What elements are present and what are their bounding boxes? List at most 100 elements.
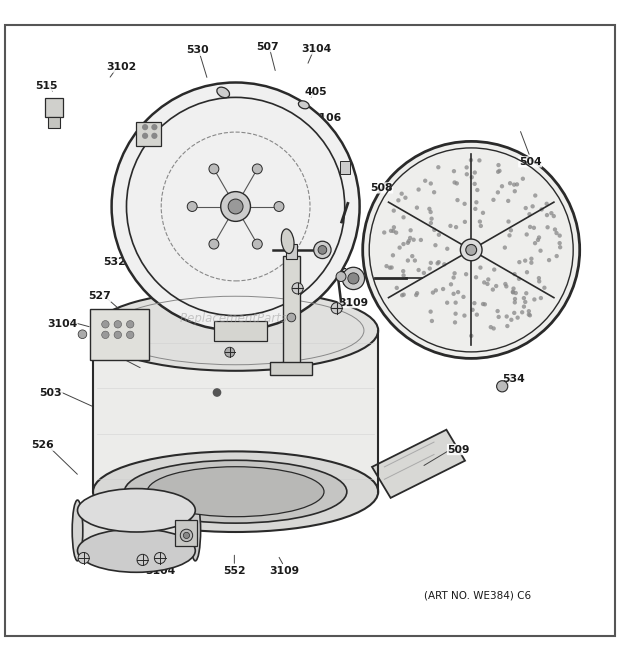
Circle shape [428, 221, 433, 225]
Ellipse shape [72, 500, 83, 561]
Circle shape [453, 311, 458, 316]
Circle shape [384, 264, 389, 268]
Circle shape [495, 309, 500, 313]
Ellipse shape [147, 467, 324, 517]
Circle shape [503, 282, 508, 286]
Circle shape [405, 258, 410, 262]
Circle shape [336, 272, 346, 282]
Circle shape [525, 232, 529, 237]
Circle shape [471, 307, 475, 312]
Circle shape [545, 213, 549, 217]
Circle shape [544, 202, 549, 206]
Text: 3109: 3109 [269, 566, 299, 576]
Circle shape [432, 228, 436, 232]
Circle shape [213, 388, 221, 397]
Circle shape [442, 262, 446, 266]
Text: 509: 509 [448, 445, 470, 455]
Circle shape [512, 311, 516, 315]
Circle shape [392, 225, 396, 229]
Circle shape [430, 319, 434, 323]
Circle shape [537, 235, 541, 240]
Text: 527: 527 [88, 292, 110, 301]
Circle shape [433, 243, 438, 247]
Bar [283, 256, 300, 368]
Circle shape [445, 247, 450, 251]
Circle shape [432, 190, 436, 194]
Bar [48, 116, 60, 128]
Circle shape [400, 293, 404, 297]
Circle shape [513, 189, 517, 194]
Circle shape [151, 133, 157, 139]
Circle shape [505, 324, 510, 329]
Circle shape [539, 208, 544, 212]
Text: 3106: 3106 [312, 114, 342, 124]
Text: 530: 530 [339, 268, 361, 278]
Ellipse shape [93, 290, 378, 371]
Ellipse shape [281, 229, 294, 254]
Text: 3104: 3104 [47, 319, 77, 329]
Circle shape [408, 236, 412, 240]
Circle shape [481, 211, 485, 215]
Circle shape [187, 202, 197, 212]
Circle shape [314, 241, 331, 258]
Circle shape [558, 245, 562, 249]
Circle shape [513, 297, 517, 301]
Circle shape [410, 254, 414, 258]
Circle shape [483, 302, 487, 307]
Circle shape [473, 207, 477, 211]
Circle shape [536, 238, 540, 242]
Circle shape [522, 305, 526, 309]
Circle shape [430, 217, 434, 221]
Circle shape [382, 230, 386, 235]
Circle shape [423, 178, 427, 183]
Circle shape [537, 276, 541, 280]
Circle shape [492, 268, 497, 272]
Circle shape [532, 225, 536, 230]
Circle shape [500, 184, 504, 188]
Circle shape [252, 164, 262, 174]
Circle shape [412, 237, 416, 242]
Polygon shape [78, 504, 195, 544]
Ellipse shape [78, 529, 195, 572]
Circle shape [399, 192, 404, 196]
Circle shape [427, 207, 432, 211]
Circle shape [452, 169, 456, 173]
Text: 502: 502 [89, 347, 112, 357]
Circle shape [538, 249, 542, 253]
Circle shape [433, 288, 438, 293]
Circle shape [469, 158, 473, 162]
Circle shape [512, 286, 516, 291]
Ellipse shape [298, 101, 309, 109]
Circle shape [342, 267, 365, 290]
Circle shape [539, 296, 543, 300]
Circle shape [481, 302, 485, 306]
Circle shape [475, 188, 479, 192]
Circle shape [464, 165, 469, 170]
Circle shape [114, 331, 122, 338]
Circle shape [513, 300, 517, 305]
Circle shape [512, 182, 516, 187]
Circle shape [407, 239, 411, 243]
Circle shape [428, 309, 433, 314]
Bar [270, 362, 312, 375]
Circle shape [466, 245, 477, 255]
Circle shape [509, 318, 513, 322]
Text: 504: 504 [519, 157, 541, 167]
Text: 3127: 3127 [312, 157, 342, 167]
Circle shape [532, 297, 536, 301]
Text: 3102: 3102 [106, 62, 136, 72]
Circle shape [396, 198, 401, 202]
Circle shape [445, 301, 450, 305]
Bar [45, 98, 63, 116]
Circle shape [428, 266, 432, 271]
Circle shape [477, 219, 482, 223]
Text: 532: 532 [104, 257, 126, 267]
Text: 3109: 3109 [289, 273, 319, 283]
Circle shape [428, 181, 433, 186]
Circle shape [428, 210, 433, 214]
Circle shape [252, 239, 262, 249]
Text: ReplacementParts.: ReplacementParts. [180, 311, 291, 325]
Bar [340, 161, 350, 175]
Circle shape [506, 199, 510, 203]
Circle shape [436, 233, 441, 237]
